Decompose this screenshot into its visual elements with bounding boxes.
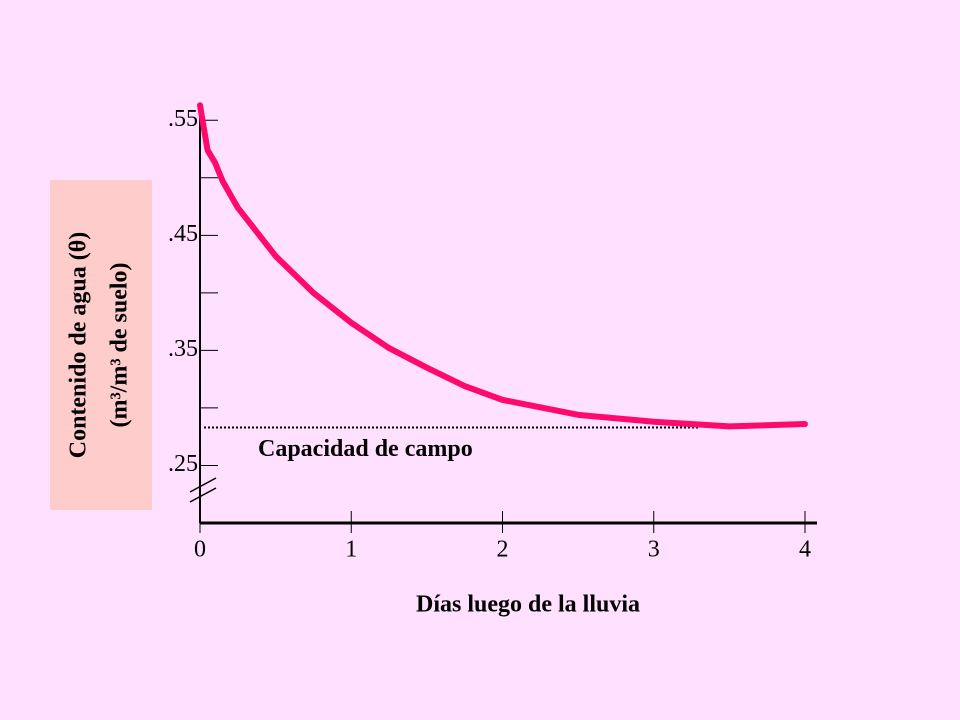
x-tick-label: 4 [799,537,811,563]
x-axis-label: Días luego de la lluvia [416,592,640,618]
x-tick-label: 2 [497,537,509,563]
y-tick-label: .35 [168,336,198,362]
data-line [197,102,808,430]
axis-break [189,477,217,503]
y-tick-label: .25 [168,451,198,477]
y-axis-label: (m³/m³ de suelo) [107,262,133,427]
y-tick-label: .55 [168,106,198,132]
y-tick-label: .45 [168,221,198,247]
y-label-box [50,180,152,510]
y-axis-label: Contenido de agua (θ) [66,232,92,459]
x-tick-label: 1 [345,537,357,563]
reference-label: Capacidad de campo [258,436,473,462]
x-tick-label: 0 [194,537,206,563]
x-tick-label: 3 [648,537,660,563]
